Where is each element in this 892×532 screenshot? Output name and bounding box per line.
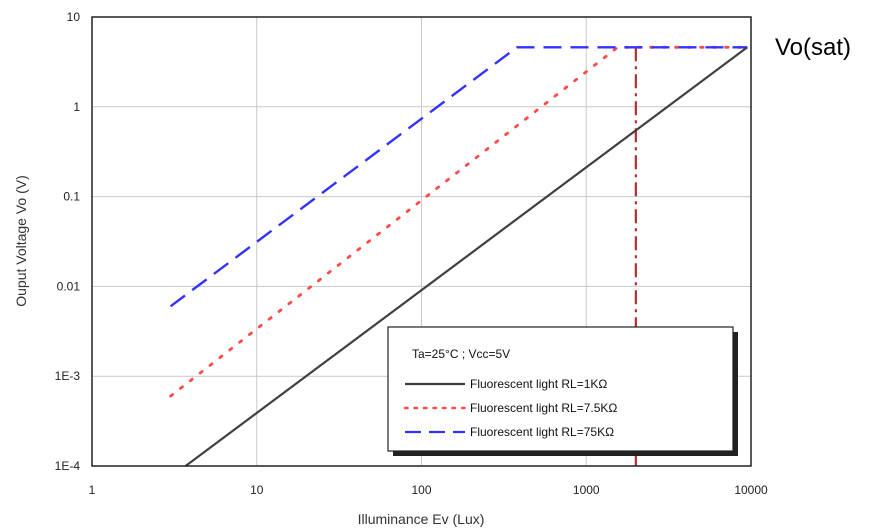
x-tick-label: 1000 xyxy=(573,483,600,497)
series-rl-1k xyxy=(184,46,748,467)
y-tick-label: 1E-3 xyxy=(55,369,81,383)
y-tick-label: 0.1 xyxy=(63,190,80,204)
legend-title: Ta=25°C ; Vcc=5V xyxy=(412,347,510,361)
y-tick-label: 10 xyxy=(67,10,81,24)
vo-sat-annotation: Vo(sat) xyxy=(775,34,851,61)
series-rl-7-5k xyxy=(169,45,749,398)
x-tick-label: 100 xyxy=(411,483,431,497)
y-tick-label: 1E-4 xyxy=(55,459,81,473)
x-tick-label: 10000 xyxy=(734,483,768,497)
series-rl-75k xyxy=(169,46,748,308)
tick-labels: 1 10 100 1000 10000 1E-4 1E-3 0.01 0.1 1 10 xyxy=(55,10,768,497)
legend-label-7-5k: Fluorescent light RL=7.5KΩ xyxy=(470,401,617,415)
y-tick-label: 1 xyxy=(73,100,80,114)
plot-frame xyxy=(91,16,752,467)
legend-label-75k: Fluorescent light RL=75KΩ xyxy=(470,425,614,439)
x-tick-label: 1 xyxy=(89,483,96,497)
x-axis-title: Illuminance Ev (Lux) xyxy=(358,511,485,527)
legend: Ta=25°C ; Vcc=5V Fluorescent light RL=1K… xyxy=(387,326,738,456)
legend-box xyxy=(387,326,734,452)
y-tick-label: 0.01 xyxy=(57,279,81,293)
x-tick-label: 10 xyxy=(250,483,264,497)
y-axis-title: Ouput Voltage Vo (V) xyxy=(13,175,29,307)
legend-label-1k: Fluorescent light RL=1KΩ xyxy=(470,377,607,391)
series-layer xyxy=(169,45,749,467)
